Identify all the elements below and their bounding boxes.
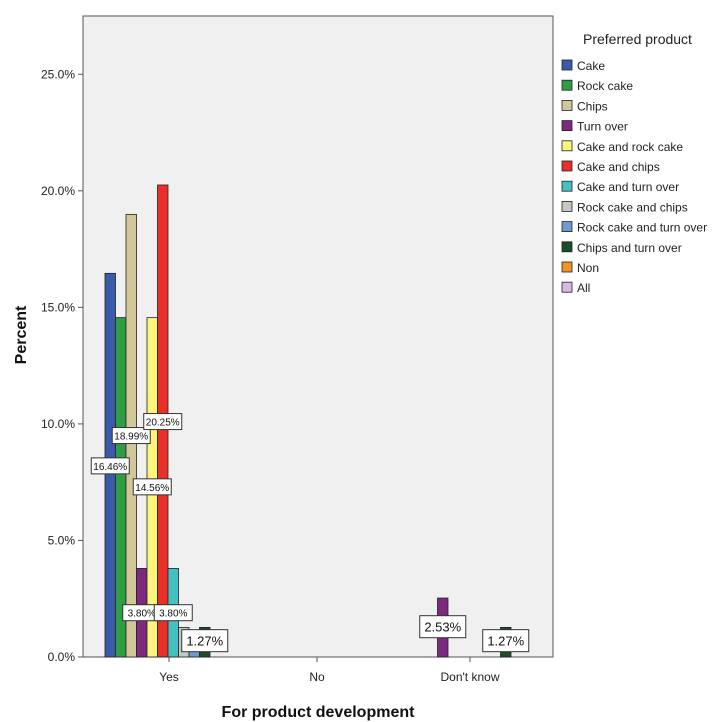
data-label-box (419, 615, 467, 639)
data-label: 1.27% (186, 634, 223, 649)
legend-label: Cake and rock cake (577, 140, 683, 154)
legend-label: Rock cake (577, 79, 633, 93)
data-label: 3.80% (159, 609, 187, 620)
y-axis: 0.0% 5.0% 10.0% 15.0% 20.0% 25.0% (41, 67, 83, 664)
data-label: 18.99% (114, 432, 148, 443)
data-label-box (482, 629, 530, 653)
data-labels: 16.46% 18.99% 20.25% 14.56% 3.80% 3.80% 1.27% 2… (90, 413, 530, 653)
legend-swatch (561, 221, 573, 233)
legend: Preferred product Cake Rock cake Chips Turn… (561, 31, 707, 295)
legend-swatch (561, 281, 573, 293)
legend-label: Cake (577, 59, 605, 73)
data-label: 3.80% (128, 609, 156, 620)
legend-swatch (561, 241, 573, 253)
data-label-box (181, 629, 229, 653)
data-label: 1.27% (487, 634, 524, 649)
data-label-box (111, 427, 151, 445)
legend-swatch (561, 200, 573, 212)
legend-label: All (577, 281, 590, 295)
legend-swatch (561, 180, 573, 192)
data-label: 20.25% (146, 418, 180, 429)
data-label: 16.46% (93, 462, 127, 473)
data-label-box (143, 413, 183, 431)
y-tick-label: 10.0% (41, 417, 75, 431)
data-label-box (153, 604, 193, 622)
y-tick-label: 25.0% (41, 67, 75, 81)
legend-swatch (561, 160, 573, 172)
legend-label: Chips (577, 99, 608, 113)
legend-swatch (561, 79, 573, 91)
x-axis-title: For product development (222, 704, 416, 721)
legend-swatch (561, 140, 573, 152)
legend-swatch (561, 120, 573, 131)
legend-label: Rock cake and turn over (577, 221, 707, 235)
legend-swatch (561, 261, 573, 273)
legend-label: Turn over (577, 120, 628, 134)
data-label-box (132, 478, 172, 496)
legend-title: Preferred product (583, 31, 692, 47)
x-tick-label: Yes (159, 670, 179, 684)
y-tick-label: 15.0% (41, 300, 75, 314)
legend-swatch (561, 59, 573, 71)
y-axis-title: Percent (13, 305, 30, 364)
x-tick-label: Don't know (441, 670, 500, 684)
legend-label: Cake and chips (577, 160, 660, 174)
y-tick-label: 20.0% (41, 184, 75, 198)
y-tick-label: 5.0% (48, 533, 76, 547)
data-label: 14.56% (135, 483, 169, 494)
data-label-box (90, 457, 130, 475)
data-label: 2.53% (424, 620, 461, 635)
legend-label: Cake and turn over (577, 180, 679, 194)
legend-swatch (561, 100, 573, 111)
x-axis: Yes No Don't know (159, 657, 500, 684)
x-tick-label: No (309, 670, 325, 684)
legend-label: Chips and turn over (577, 241, 682, 255)
legend-label: Rock cake and chips (577, 200, 688, 214)
y-tick-label: 0.0% (48, 650, 76, 664)
legend-label: Non (577, 261, 599, 275)
